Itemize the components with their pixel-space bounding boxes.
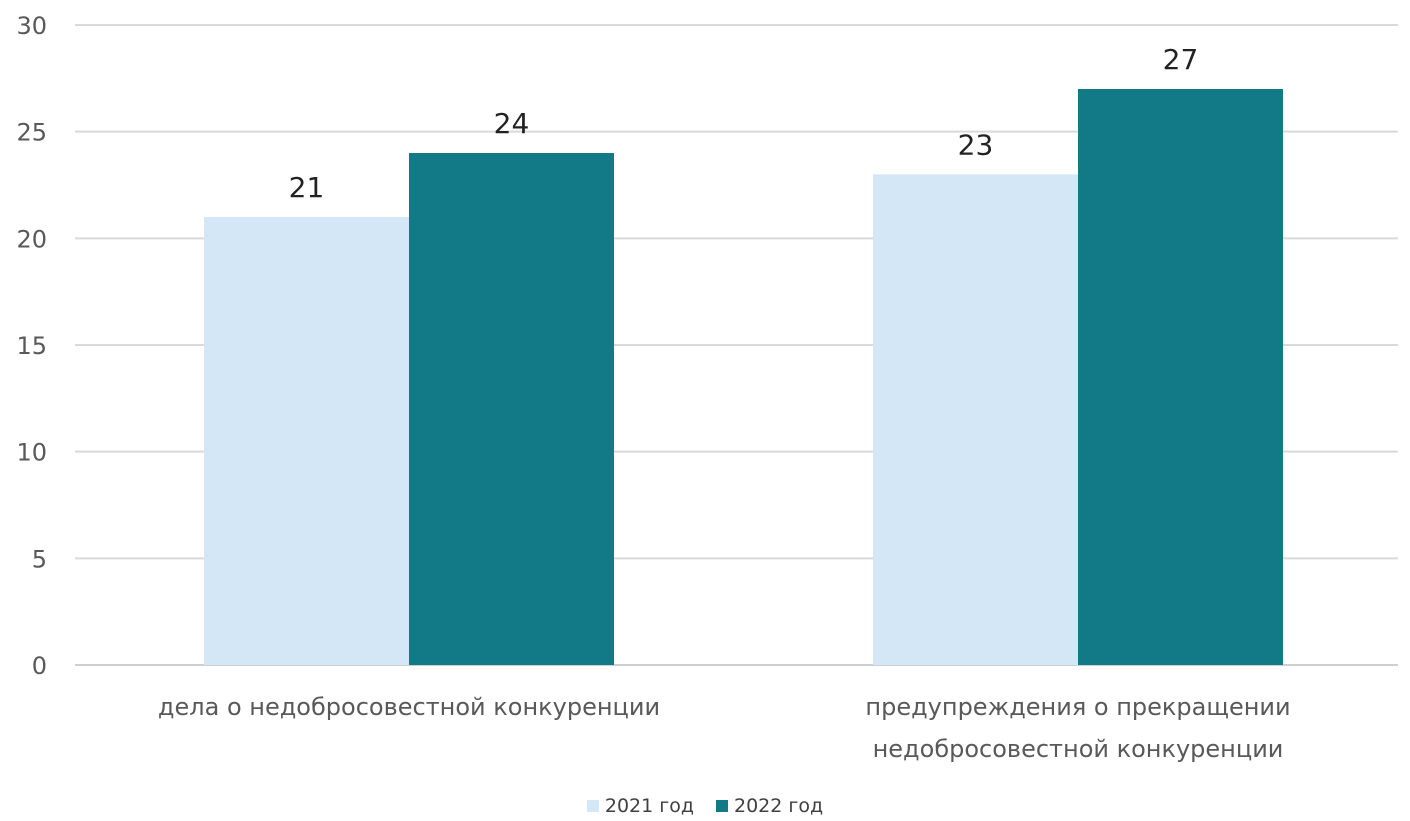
x-category-label-line: недобросовестной конкуренции [873,735,1284,763]
x-category-label-line: предупреждения о прекращении [865,693,1290,721]
bar-series-2-category-2 [1078,89,1283,665]
data-label: 24 [494,107,530,140]
y-tick-label: 20 [16,225,47,253]
x-axis-categories: дела о недобросовестной конкуренции преду… [158,693,1291,763]
y-axis-ticks: 0 5 10 15 20 25 30 [16,12,47,680]
data-label: 21 [289,171,325,204]
legend-swatch [716,800,728,812]
y-tick-label: 30 [16,12,47,40]
legend-item: 2022 год [716,795,823,817]
bar-series-1-category-1 [204,217,409,665]
x-category-label: предупреждения о прекращении недобросовес… [865,693,1290,763]
legend-item: 2021 год [586,795,694,817]
data-labels: 21 24 23 27 [289,43,1199,204]
y-tick-label: 5 [32,545,47,573]
legend-label: 2022 год [734,795,824,817]
x-category-label: дела о недобросовестной конкуренции [158,693,660,721]
bars [204,89,1283,666]
y-tick-label: 0 [32,652,47,680]
legend-label: 2021 год [604,795,694,817]
data-label: 27 [1163,43,1199,76]
bar-chart: 0 5 10 15 20 25 30 21 24 23 27 дела о недобросове… [16,12,1398,763]
legend-swatch [586,800,599,812]
bar-series-1-category-2 [873,174,1078,666]
bar-series-2-category-1 [409,153,614,665]
y-tick-label: 25 [16,119,47,147]
y-tick-label: 10 [16,439,47,467]
x-category-label-line: дела о недобросовестной конкуренции [158,693,660,721]
data-label: 23 [958,128,994,161]
y-tick-label: 15 [16,332,47,360]
legend: 2021 год 2022 год [0,791,1410,821]
